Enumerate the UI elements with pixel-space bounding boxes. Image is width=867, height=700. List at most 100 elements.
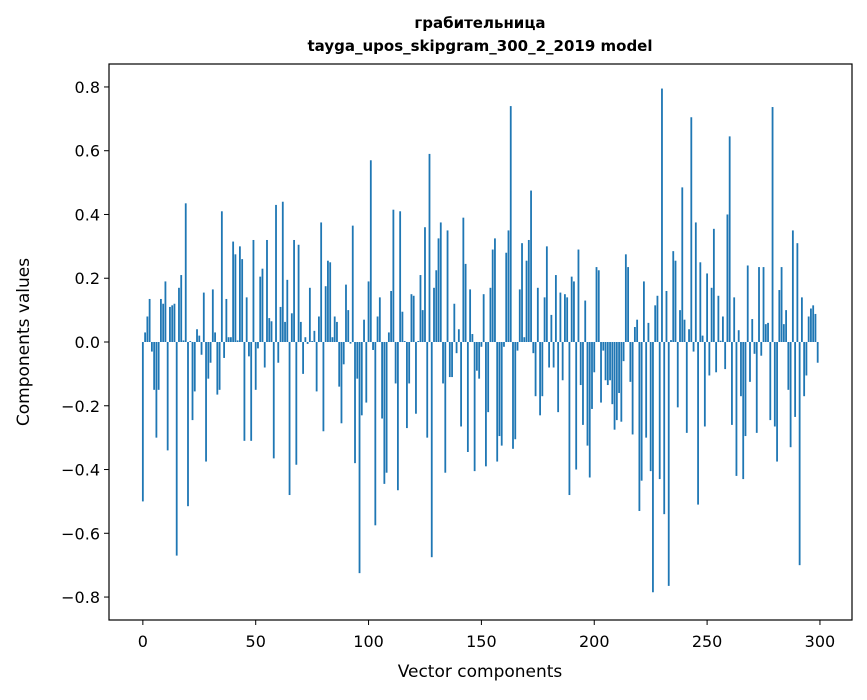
bar-205 bbox=[604, 342, 607, 381]
bar-106 bbox=[381, 342, 383, 419]
bar-84 bbox=[331, 337, 334, 342]
bar-161 bbox=[505, 252, 508, 342]
bar-114 bbox=[399, 211, 402, 342]
x-tick-label: 300 bbox=[805, 632, 836, 651]
bar-290 bbox=[796, 243, 799, 342]
bar-197 bbox=[586, 342, 589, 446]
bar-257 bbox=[721, 316, 724, 342]
bar-79 bbox=[320, 222, 323, 342]
bar-26 bbox=[200, 342, 203, 355]
bar-128 bbox=[430, 342, 433, 558]
bar-232 bbox=[665, 290, 668, 342]
bar-40 bbox=[232, 241, 235, 342]
bar-171 bbox=[527, 239, 530, 342]
bar-222 bbox=[643, 281, 645, 342]
bar-298 bbox=[814, 313, 817, 342]
bar-158 bbox=[498, 342, 501, 437]
bar-121 bbox=[415, 342, 417, 414]
bar-189 bbox=[568, 342, 571, 496]
y-tick-label: −0.4 bbox=[61, 461, 100, 480]
bar-264 bbox=[737, 330, 740, 342]
bar-1 bbox=[144, 332, 147, 342]
bar-119 bbox=[410, 294, 413, 342]
bar-173 bbox=[532, 342, 535, 354]
y-tick-label: 0.4 bbox=[75, 205, 100, 224]
bar-289 bbox=[794, 342, 797, 417]
bar-267 bbox=[744, 342, 747, 437]
bar-62 bbox=[281, 201, 284, 342]
bar-164 bbox=[512, 342, 514, 449]
bar-18 bbox=[182, 340, 185, 342]
bar-148 bbox=[475, 342, 478, 371]
bar-283 bbox=[780, 267, 783, 342]
bar-122 bbox=[417, 341, 420, 342]
bar-63 bbox=[284, 321, 286, 342]
bar-14 bbox=[173, 303, 176, 342]
bar-278 bbox=[769, 342, 772, 421]
bar-166 bbox=[516, 342, 519, 351]
bar-231 bbox=[663, 342, 666, 515]
bar-174 bbox=[534, 342, 537, 397]
bar-210 bbox=[615, 342, 618, 421]
bar-82 bbox=[327, 260, 329, 342]
bar-50 bbox=[254, 342, 257, 390]
bar-182 bbox=[552, 342, 555, 368]
bar-52 bbox=[259, 276, 262, 342]
bar-220 bbox=[638, 342, 641, 511]
bar-277 bbox=[767, 322, 769, 342]
bar-225 bbox=[649, 342, 652, 472]
bar-27 bbox=[202, 292, 205, 342]
bar-273 bbox=[758, 267, 760, 342]
bar-53 bbox=[261, 268, 264, 342]
bar-66 bbox=[290, 313, 293, 342]
bar-151 bbox=[482, 294, 485, 342]
bar-61 bbox=[279, 306, 282, 342]
bar-23 bbox=[193, 342, 196, 392]
bar-181 bbox=[550, 314, 553, 342]
bar-129 bbox=[433, 287, 435, 342]
bar-196 bbox=[584, 300, 587, 342]
bar-288 bbox=[791, 230, 794, 342]
bar-221 bbox=[640, 342, 643, 481]
bar-11 bbox=[166, 342, 169, 451]
bar-201 bbox=[595, 267, 598, 342]
y-axis: −0.8 −0.6 −0.4 −0.2 0.0 0.2 0.4 0.6 0.8 bbox=[61, 78, 109, 607]
x-tick-label: 100 bbox=[353, 632, 384, 651]
bar-74 bbox=[308, 287, 311, 342]
y-tick-label: 0.0 bbox=[75, 333, 100, 352]
bar-238 bbox=[679, 310, 681, 342]
bar-126 bbox=[426, 342, 429, 438]
bar-296 bbox=[810, 308, 812, 342]
bar-186 bbox=[561, 342, 564, 381]
bar-177 bbox=[541, 342, 544, 397]
bar-22 bbox=[191, 342, 194, 421]
bar-98 bbox=[363, 319, 365, 342]
bar-47 bbox=[248, 342, 250, 357]
bar-10 bbox=[164, 281, 167, 342]
bar-57 bbox=[270, 321, 273, 342]
bar-96 bbox=[358, 342, 361, 574]
bar-200 bbox=[593, 342, 596, 373]
bar-80 bbox=[322, 342, 325, 432]
bar-20 bbox=[187, 342, 189, 507]
bar-68 bbox=[295, 342, 298, 465]
bar-67 bbox=[293, 239, 295, 342]
bar-7 bbox=[157, 342, 160, 390]
bar-3 bbox=[148, 298, 151, 342]
bar-188 bbox=[566, 297, 569, 342]
bar-199 bbox=[591, 342, 593, 409]
bar-233 bbox=[667, 342, 670, 586]
bar-294 bbox=[805, 342, 808, 376]
bar-15 bbox=[175, 342, 178, 556]
x-tick-label: 200 bbox=[579, 632, 610, 651]
bar-49 bbox=[252, 239, 255, 342]
y-tick-label: 0.6 bbox=[75, 142, 100, 161]
bar-253 bbox=[712, 228, 715, 342]
bar-123 bbox=[419, 275, 422, 342]
bar-285 bbox=[785, 310, 787, 342]
bar-252 bbox=[710, 287, 713, 342]
bar-172 bbox=[530, 190, 532, 342]
chart-subtitle: tayga_upos_skipgram_300_2_2019 model bbox=[308, 37, 653, 55]
y-tick-label: 0.2 bbox=[75, 269, 100, 288]
bar-120 bbox=[412, 295, 415, 342]
